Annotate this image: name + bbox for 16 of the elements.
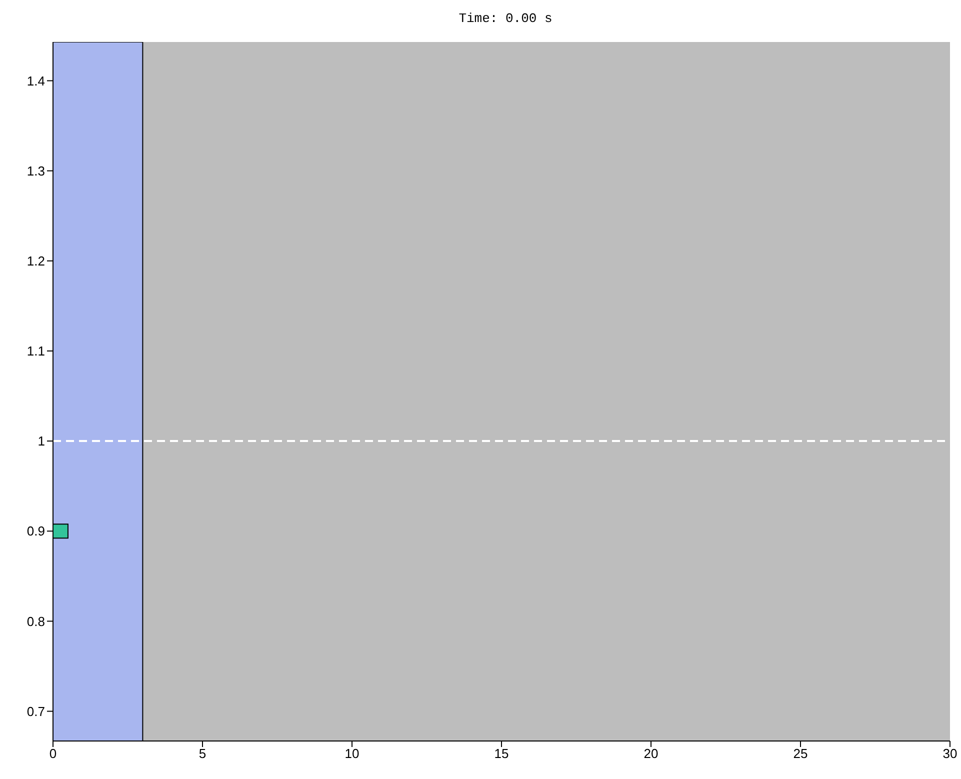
x-tick-label: 10: [344, 746, 360, 762]
y-tick-label: 1: [38, 434, 45, 449]
y-tick-label: 0.9: [26, 524, 45, 539]
y-tick-label: 1.4: [26, 73, 45, 88]
y-tick-label: 1.1: [26, 344, 45, 359]
x-tick-label: 30: [942, 746, 958, 762]
y-tick-label: 0.7: [26, 704, 45, 719]
chart-title: Time: 0.00 s: [458, 10, 554, 28]
y-tick-label: 1.3: [26, 163, 45, 178]
y-tick-label: 1.2: [26, 254, 45, 269]
y-tick-label: 0.8: [26, 614, 45, 629]
x-tick-label: 15: [494, 746, 509, 762]
x-tick-label: 20: [644, 746, 658, 762]
x-tick-label: 5: [198, 746, 206, 762]
x-tick-label: 25: [793, 746, 808, 762]
x-tick-label: 0: [49, 746, 57, 762]
